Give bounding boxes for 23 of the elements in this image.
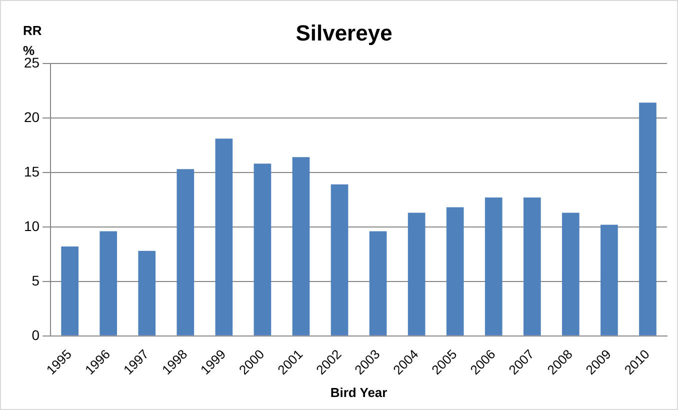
bar [446,207,464,336]
chart-title: Silvereye [296,20,392,46]
y-tick-label: 15 [24,163,40,180]
bar [61,246,79,336]
bar [600,224,618,336]
bar [408,212,426,336]
bar [369,231,387,336]
y-tick-label: 0 [32,326,40,343]
bar [562,212,580,336]
bar [215,138,233,336]
bar [254,164,272,336]
bar [330,184,348,336]
bar [484,197,502,336]
y-tick-label: 10 [24,218,40,234]
y-tick-label: 5 [32,272,40,288]
x-axis-title: Bird Year [330,384,388,400]
bar [100,231,118,336]
y-tick-label: 20 [24,108,40,125]
bar [176,169,194,336]
bar [138,250,156,336]
bar [639,102,656,336]
bar [523,197,541,336]
bar [292,157,310,336]
